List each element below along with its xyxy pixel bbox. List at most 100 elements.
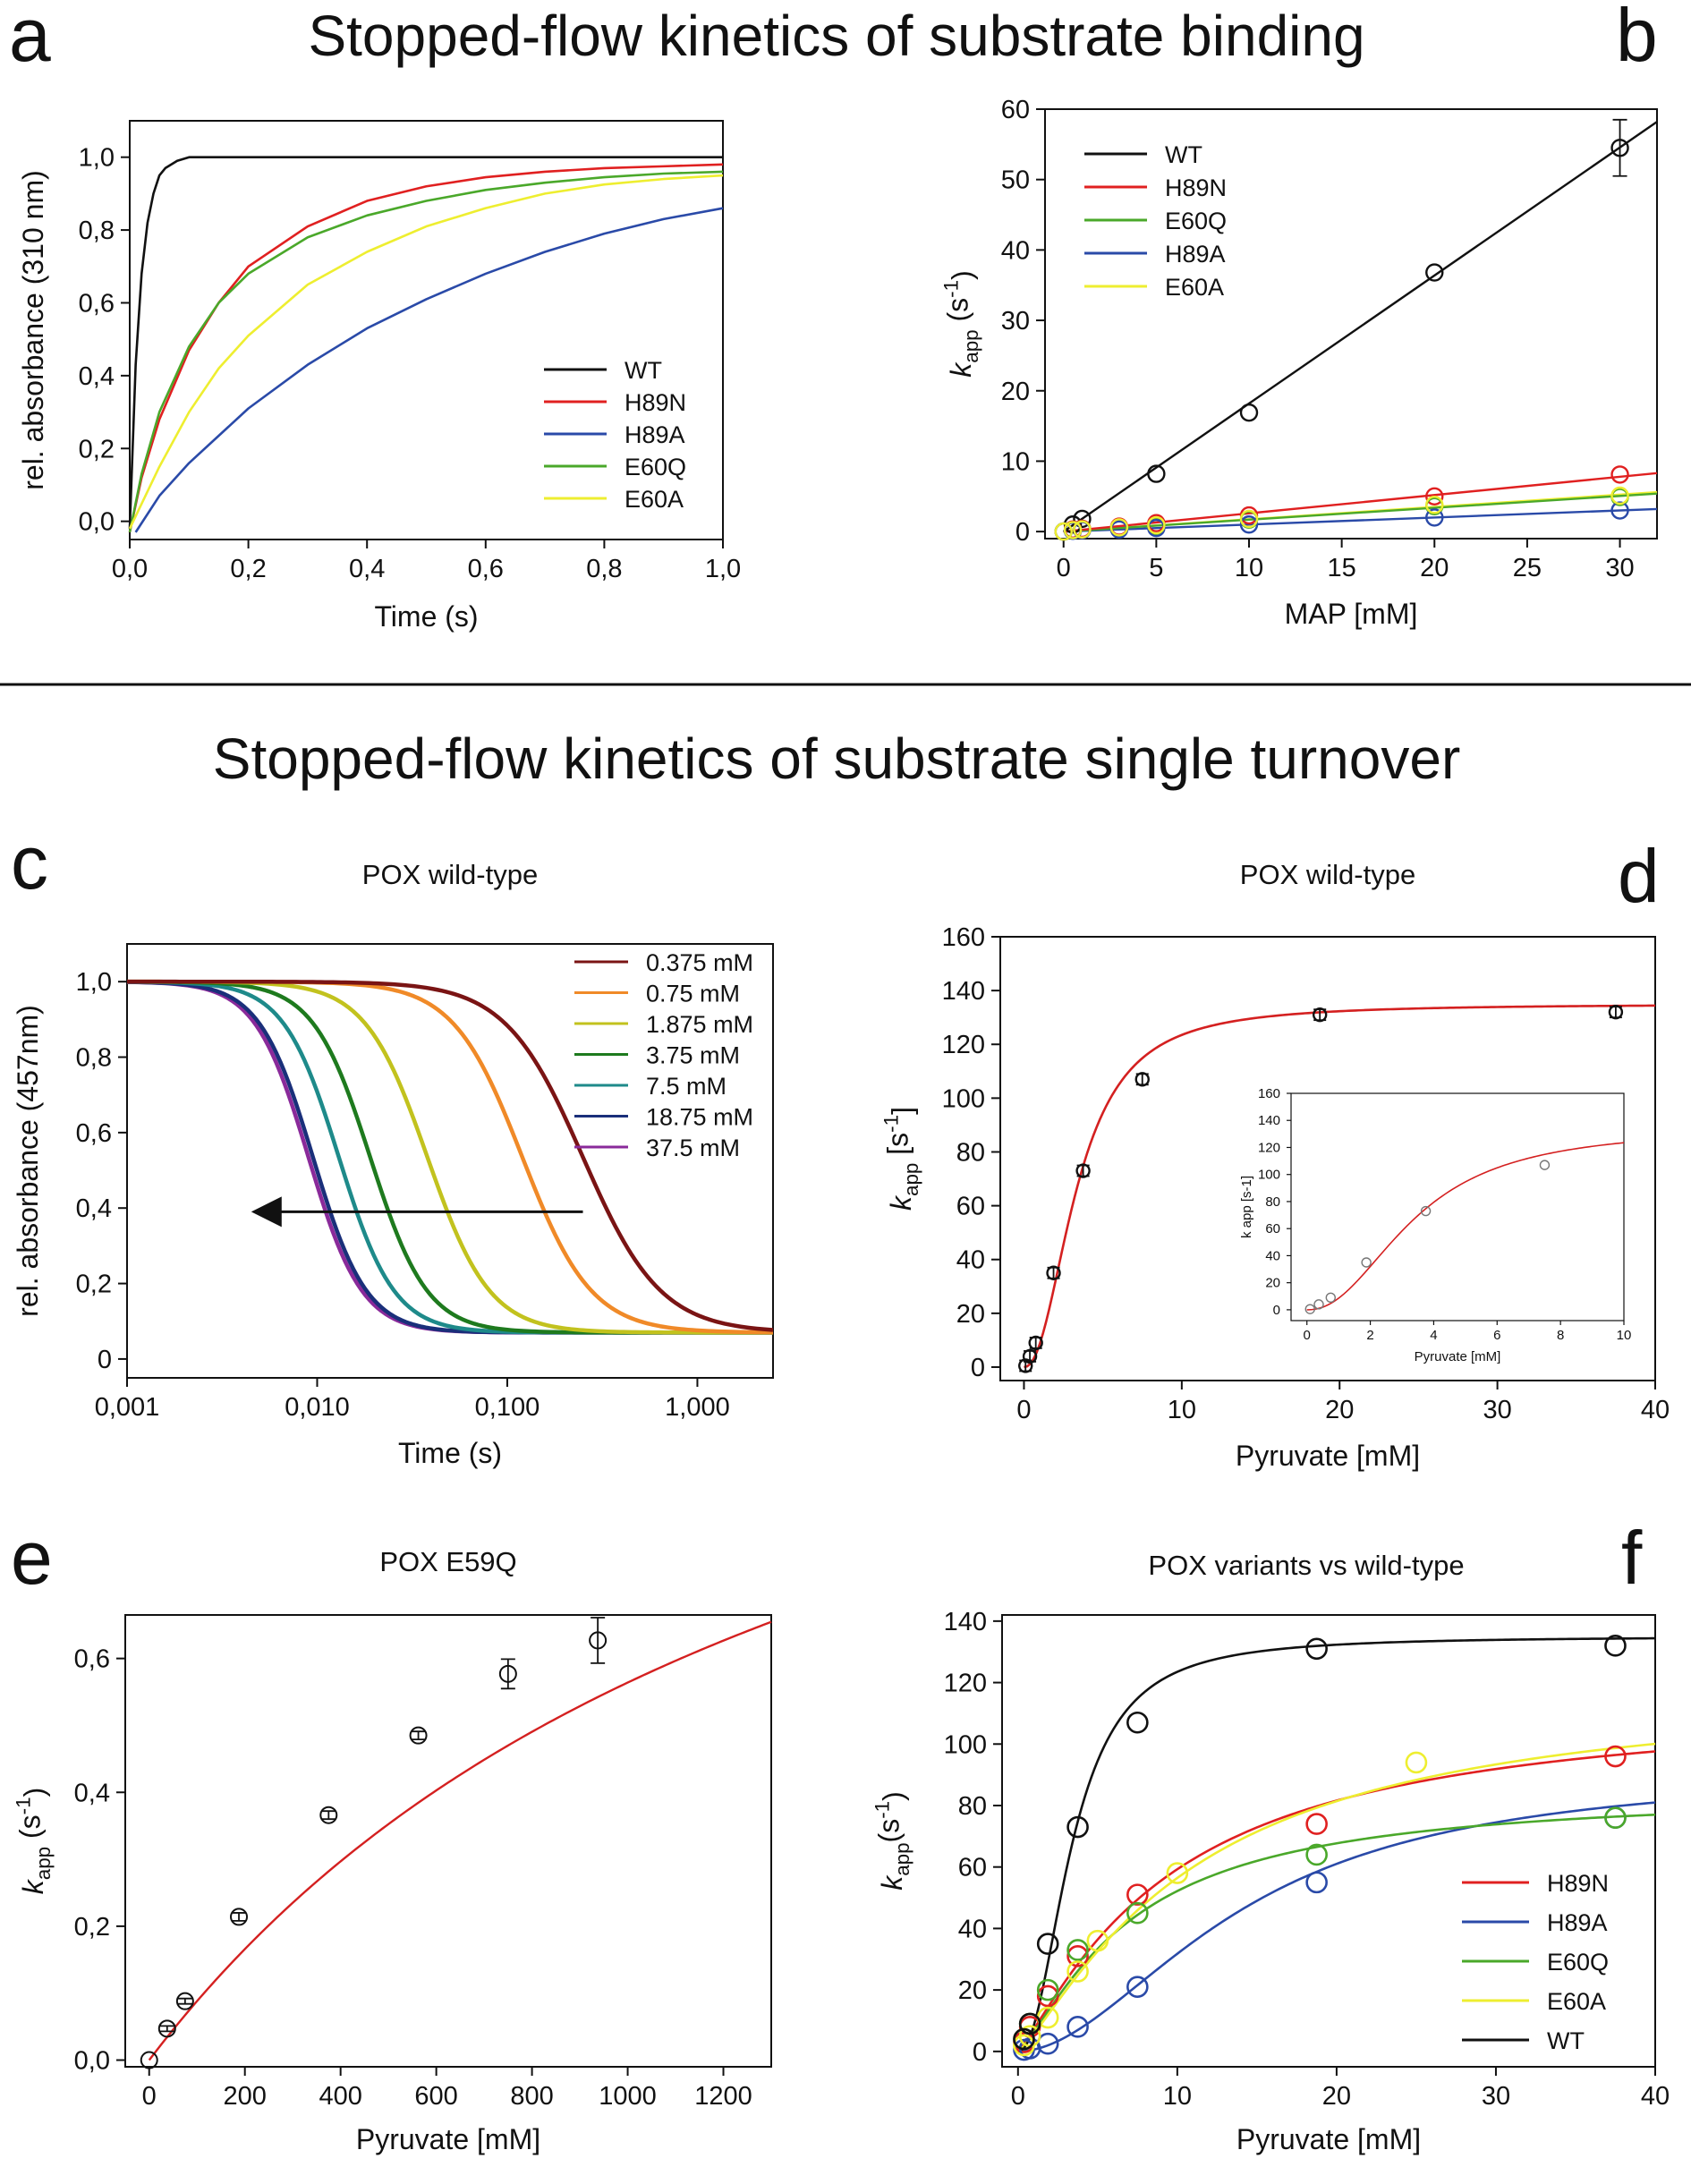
x-tick-label: 0: [1016, 1396, 1031, 1424]
data-point-E60A: [1054, 522, 1073, 541]
x-tick-label: 0,001: [95, 1393, 160, 1422]
data-point-WT: [1066, 1815, 1089, 1839]
series-line-E60Q: [128, 170, 724, 533]
data-point-WT: [1147, 464, 1166, 483]
data-point: [1608, 1004, 1624, 1020]
arrow-head: [251, 1196, 282, 1228]
legend-label: 3.75 mM: [646, 1042, 740, 1069]
data-point: [175, 1992, 194, 2010]
chart-panel-a: 0,0 0,2 0,4 0,6 0,8 1,0 0,0 0,2 0,4 0,6 0,8 1,0 Time…: [17, 120, 741, 633]
legend-label: E60A: [625, 486, 684, 513]
x-tick-label: 2: [1366, 1328, 1373, 1343]
y-tick-label: 0,6: [79, 289, 115, 318]
legend-label: H89A: [1547, 1909, 1608, 1936]
x-tick-label: 400: [319, 2082, 361, 2111]
y-tick-label: 0: [1015, 518, 1030, 547]
data-point: [1046, 1265, 1061, 1280]
x-tick-label: 0,0: [112, 555, 148, 583]
x-tick-label: 200: [224, 2082, 267, 2111]
axes-frame: [129, 120, 724, 540]
chart-panel-f: 0 10 20 30 40 0 20 40 60 80 100 120 140 Pyruvate [mM]…: [871, 1550, 1670, 2155]
x-tick-label: 25: [1513, 554, 1542, 582]
legend-label: 18.75 mM: [646, 1104, 753, 1131]
y-tick-label: 100: [944, 1730, 987, 1759]
y-tick-label: 0,4: [76, 1194, 112, 1223]
axes-frame: [1044, 108, 1658, 540]
chart-panel-b: 0 5 10 15 20 25 30 0 10 20 30 40 50 60 MAP [mM] kapp (s…: [939, 96, 1658, 630]
fit-curve: [1024, 1004, 1656, 1369]
y-axis-label: rel. absorbance (457nm): [12, 1005, 44, 1317]
data-point-WT: [1126, 1711, 1149, 1734]
data-point-E60A: [1405, 1751, 1428, 1774]
x-tick-label: 0,2: [230, 555, 266, 583]
y-axis-label: kapp(s-1): [871, 1791, 913, 1891]
data-point-WT: [1604, 1635, 1627, 1657]
x-tick-label: 30: [1482, 2082, 1510, 2111]
fit-curve: [148, 1620, 772, 2061]
y-tick-label: 0: [1273, 1303, 1280, 1318]
series-line-H89N: [128, 163, 724, 533]
y-tick-label: 20: [956, 1300, 985, 1329]
fit-curve-E60Q: [1016, 1813, 1656, 2052]
series-line-0.375 mM: [127, 979, 774, 1332]
x-tick-label: 1200: [694, 2082, 752, 2111]
x-tick-label: 1,0: [705, 555, 741, 583]
y-tick-label: 140: [942, 977, 985, 1006]
panel-letter-e: e: [11, 1516, 53, 1600]
y-tick-label: 160: [1258, 1086, 1280, 1101]
panel-title: POX wild-type: [1240, 859, 1415, 890]
x-tick-label: 0: [1011, 2082, 1025, 2111]
y-tick-label: 1,0: [76, 968, 112, 997]
data-point-E60Q: [1305, 1843, 1328, 1866]
y-tick-label: 140: [944, 1608, 987, 1636]
inset-fit-curve: [1306, 1142, 1625, 1311]
y-tick-label: 0,0: [79, 508, 115, 537]
y-tick-label: 0,4: [74, 1779, 110, 1807]
data-point-H89A: [1239, 515, 1259, 534]
inset-data-point: [1304, 1304, 1315, 1314]
legend-label: 0.75 mM: [646, 981, 740, 1007]
y-tick-label: 0,2: [74, 1913, 110, 1942]
legend-label: E60Q: [625, 454, 686, 480]
x-tick-label: 0: [1304, 1328, 1311, 1343]
fit-curve-E60A: [1017, 1742, 1656, 2052]
data-point-E60Q: [1066, 1939, 1089, 1961]
section-title-turnover: Stopped-flow kinetics of substrate singl…: [213, 727, 1461, 791]
y-tick-label: 40: [958, 1915, 987, 1943]
y-tick-label: 100: [1258, 1168, 1280, 1183]
x-tick-label: 0: [1057, 554, 1071, 582]
data-point-WT: [1239, 403, 1259, 422]
data-point-WT: [1073, 509, 1092, 529]
x-axis-label: Pyruvate [mM]: [356, 2123, 540, 2155]
data-point: [498, 1664, 517, 1683]
data-point: [1028, 1335, 1043, 1351]
y-tick-label: 100: [942, 1084, 985, 1113]
legend-label: WT: [1165, 141, 1202, 168]
data-point-H89N: [1610, 465, 1629, 484]
axes-frame: [999, 936, 1656, 1381]
legend-label: H89N: [625, 389, 686, 416]
x-tick-label: 1000: [599, 2082, 657, 2111]
data-point-E60A: [1166, 1862, 1189, 1884]
inset-data-point: [1325, 1292, 1336, 1303]
y-axis-label: rel. absorbance (310 nm): [17, 170, 49, 490]
x-tick-label: 4: [1430, 1328, 1437, 1343]
legend-label: 0.375 mM: [646, 949, 753, 976]
series-line-WT: [128, 156, 723, 529]
panel-title: POX variants vs wild-type: [1148, 1550, 1464, 1581]
chart-panel-e: 0 200 400 600 800 1000 1200 0,0 0,2 0,4 0,6 Pyruvat…: [12, 1546, 772, 2155]
data-point-H89A: [1066, 2016, 1089, 2038]
data-point-E60A: [1063, 521, 1083, 540]
x-tick-label: 20: [1325, 1396, 1354, 1424]
y-tick-label: 0: [973, 2038, 987, 2067]
data-point-H89A: [1036, 2032, 1059, 2055]
data-point-H89N: [1066, 1945, 1089, 1967]
data-point: [319, 1806, 338, 1824]
y-tick-label: 0,8: [79, 217, 115, 245]
x-tick-label: 0,010: [285, 1393, 350, 1422]
x-tick-label: 0,6: [468, 555, 504, 583]
data-point: [1022, 1348, 1038, 1364]
x-tick-label: 800: [510, 2082, 553, 2111]
